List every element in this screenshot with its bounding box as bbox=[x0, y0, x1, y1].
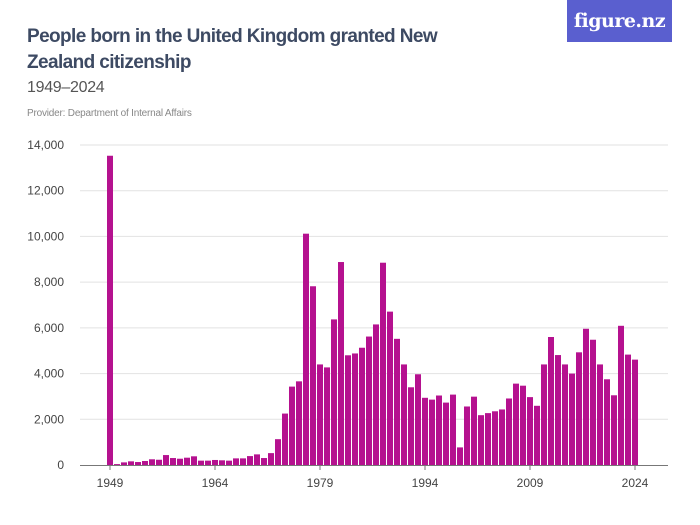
bar-2019 bbox=[597, 364, 603, 465]
bar-1980 bbox=[324, 367, 330, 465]
bar-2009 bbox=[527, 397, 533, 465]
bar-2015 bbox=[569, 373, 575, 465]
bar-2007 bbox=[513, 383, 519, 465]
figure-nz-logo[interactable]: figure.nz bbox=[567, 0, 672, 42]
bar-1953 bbox=[135, 462, 141, 465]
bar-2002 bbox=[478, 415, 484, 465]
bar-1956 bbox=[156, 459, 162, 465]
bar-1964 bbox=[212, 459, 218, 465]
bar-1972 bbox=[268, 453, 274, 465]
bar-2016 bbox=[576, 352, 582, 465]
bar-1965 bbox=[219, 460, 225, 465]
bar-1974 bbox=[282, 413, 288, 465]
y-tick-label: 10,000 bbox=[27, 229, 64, 243]
chart-subtitle: 1949–2024 bbox=[27, 79, 105, 96]
bar-1968 bbox=[240, 458, 246, 465]
bar-1970 bbox=[254, 454, 260, 465]
bar-1987 bbox=[373, 324, 379, 465]
provider-label: Provider: Department of Internal Affairs bbox=[27, 108, 192, 119]
bar-1957 bbox=[163, 455, 169, 465]
bar-2012 bbox=[548, 337, 554, 465]
y-tick-label: 8,000 bbox=[34, 275, 64, 289]
bar-1986 bbox=[366, 336, 372, 465]
y-tick-label: 4,000 bbox=[34, 367, 64, 381]
bar-1951 bbox=[121, 462, 127, 465]
bar-2014 bbox=[562, 364, 568, 465]
bar-1991 bbox=[401, 364, 407, 465]
bar-1992 bbox=[408, 387, 414, 465]
bar-1950 bbox=[114, 464, 120, 465]
bar-1988 bbox=[380, 262, 386, 465]
bar-1973 bbox=[275, 439, 281, 465]
bar-1997 bbox=[443, 402, 449, 465]
x-tick-label: 1979 bbox=[307, 476, 334, 490]
bar-2013 bbox=[555, 355, 561, 465]
bar-2017 bbox=[583, 328, 589, 465]
bar-1969 bbox=[247, 456, 253, 465]
bar-1978 bbox=[310, 286, 316, 465]
bar-2006 bbox=[506, 398, 512, 465]
bar-2018 bbox=[590, 339, 596, 465]
bar-1949 bbox=[107, 155, 113, 465]
bar-2023 bbox=[625, 354, 631, 465]
bar-1990 bbox=[394, 338, 400, 465]
bar-2021 bbox=[611, 395, 617, 465]
x-tick-label: 1994 bbox=[412, 476, 439, 490]
bar-2000 bbox=[464, 406, 470, 465]
bar-1961 bbox=[191, 456, 197, 465]
x-tick-label: 1964 bbox=[202, 476, 229, 490]
bar-2003 bbox=[485, 413, 491, 465]
bar-1998 bbox=[450, 394, 456, 465]
bar-1967 bbox=[233, 458, 239, 465]
bar-1985 bbox=[359, 347, 365, 465]
bar-1975 bbox=[289, 386, 295, 465]
bar-1963 bbox=[205, 460, 211, 465]
bar-1982 bbox=[338, 262, 344, 465]
bar-1962 bbox=[198, 460, 204, 465]
bar-1994 bbox=[422, 397, 428, 465]
bar-2022 bbox=[618, 325, 624, 465]
bar-1954 bbox=[142, 461, 148, 465]
bar-1999 bbox=[457, 447, 463, 465]
y-tick-label: 12,000 bbox=[27, 184, 64, 198]
bar-2005 bbox=[499, 409, 505, 465]
x-tick-label: 1949 bbox=[97, 476, 124, 490]
y-tick-label: 14,000 bbox=[27, 138, 64, 152]
bar-2010 bbox=[534, 405, 540, 465]
bar-2011 bbox=[541, 364, 547, 465]
bar-1993 bbox=[415, 374, 421, 465]
y-tick-label: 2,000 bbox=[34, 412, 64, 426]
bar-1981 bbox=[331, 319, 337, 465]
x-tick-label: 2024 bbox=[622, 476, 649, 490]
bar-1984 bbox=[352, 353, 358, 465]
bar-2001 bbox=[471, 396, 477, 465]
bar-1977 bbox=[303, 233, 309, 465]
bar-2004 bbox=[492, 411, 498, 465]
bar-1995 bbox=[429, 399, 435, 465]
bar-1976 bbox=[296, 381, 302, 465]
bar-1959 bbox=[177, 458, 183, 465]
bar-2008 bbox=[520, 385, 526, 465]
chart-title: People born in the United Kingdom grante… bbox=[27, 26, 438, 73]
bar-1952 bbox=[128, 461, 134, 465]
bar-2024 bbox=[632, 359, 638, 465]
bar-1979 bbox=[317, 364, 323, 465]
bar-1971 bbox=[261, 458, 267, 465]
bar-1958 bbox=[170, 458, 176, 465]
bar-1983 bbox=[345, 355, 351, 465]
y-tick-label: 6,000 bbox=[34, 321, 64, 335]
bar-2020 bbox=[604, 379, 610, 465]
bar-1955 bbox=[149, 459, 155, 465]
bar-1996 bbox=[436, 395, 442, 465]
bar-1960 bbox=[184, 457, 190, 465]
x-tick-label: 2009 bbox=[517, 476, 544, 490]
bar-1966 bbox=[226, 460, 232, 465]
y-tick-label: 0 bbox=[57, 458, 64, 472]
bar-1989 bbox=[387, 311, 393, 465]
